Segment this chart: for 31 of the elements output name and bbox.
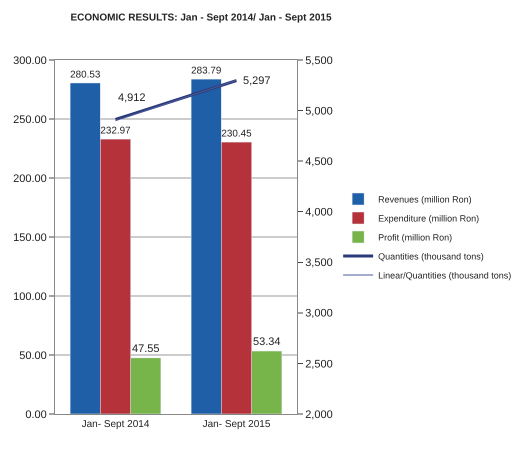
y2-tick-label: 3,500 (305, 257, 333, 270)
data-label: 4,912 (118, 92, 146, 104)
y2-tick-label: 3,000 (305, 308, 333, 320)
chart-title: ECONOMIC RESULTS: Jan - Sept 2014/ Jan - Sept 2015 (70, 12, 332, 24)
y2-tick-label: 5,000 (305, 105, 333, 118)
x-tick-label: Jan- Sept 2014 (82, 419, 150, 430)
legend-label: Expenditure (million Ron) (378, 214, 480, 224)
y-tick-label: 300.00 (13, 54, 47, 67)
y2-tick-label: 4,000 (305, 206, 333, 219)
y2-tick-label: 2,000 (305, 408, 333, 421)
y2-tick-label: 5,500 (305, 54, 333, 67)
y2-tick-label: 2,500 (305, 358, 333, 370)
data-label: 53.34 (252, 336, 281, 348)
y-tick-label: 50.00 (19, 350, 47, 362)
legend-label: Profit (million Ron) (378, 232, 452, 243)
data-label: 5,297 (243, 75, 271, 87)
legend-label: Quantities (thousand tons) (378, 252, 484, 262)
y-tick-label: 250.00 (13, 114, 47, 126)
y-tick-label: 200.00 (13, 172, 47, 185)
y-tick-label: 150.00 (13, 232, 47, 244)
y-tick-label: 100.00 (13, 290, 47, 303)
data-label: 232.97 (100, 125, 131, 136)
data-label: 47.55 (132, 342, 160, 355)
y-tick-label: 0.00 (25, 408, 47, 421)
data-label: 283.79 (191, 65, 222, 76)
x-tick-label: Jan- Sept 2015 (202, 419, 271, 430)
data-label: 230.45 (221, 128, 252, 140)
legend-label: Linear/Quantities (thousand tons) (378, 270, 512, 281)
y2-tick-label: 4,500 (305, 156, 333, 168)
data-label: 280.53 (70, 69, 101, 80)
legend-label: Revenues (million Ron) (378, 194, 472, 205)
